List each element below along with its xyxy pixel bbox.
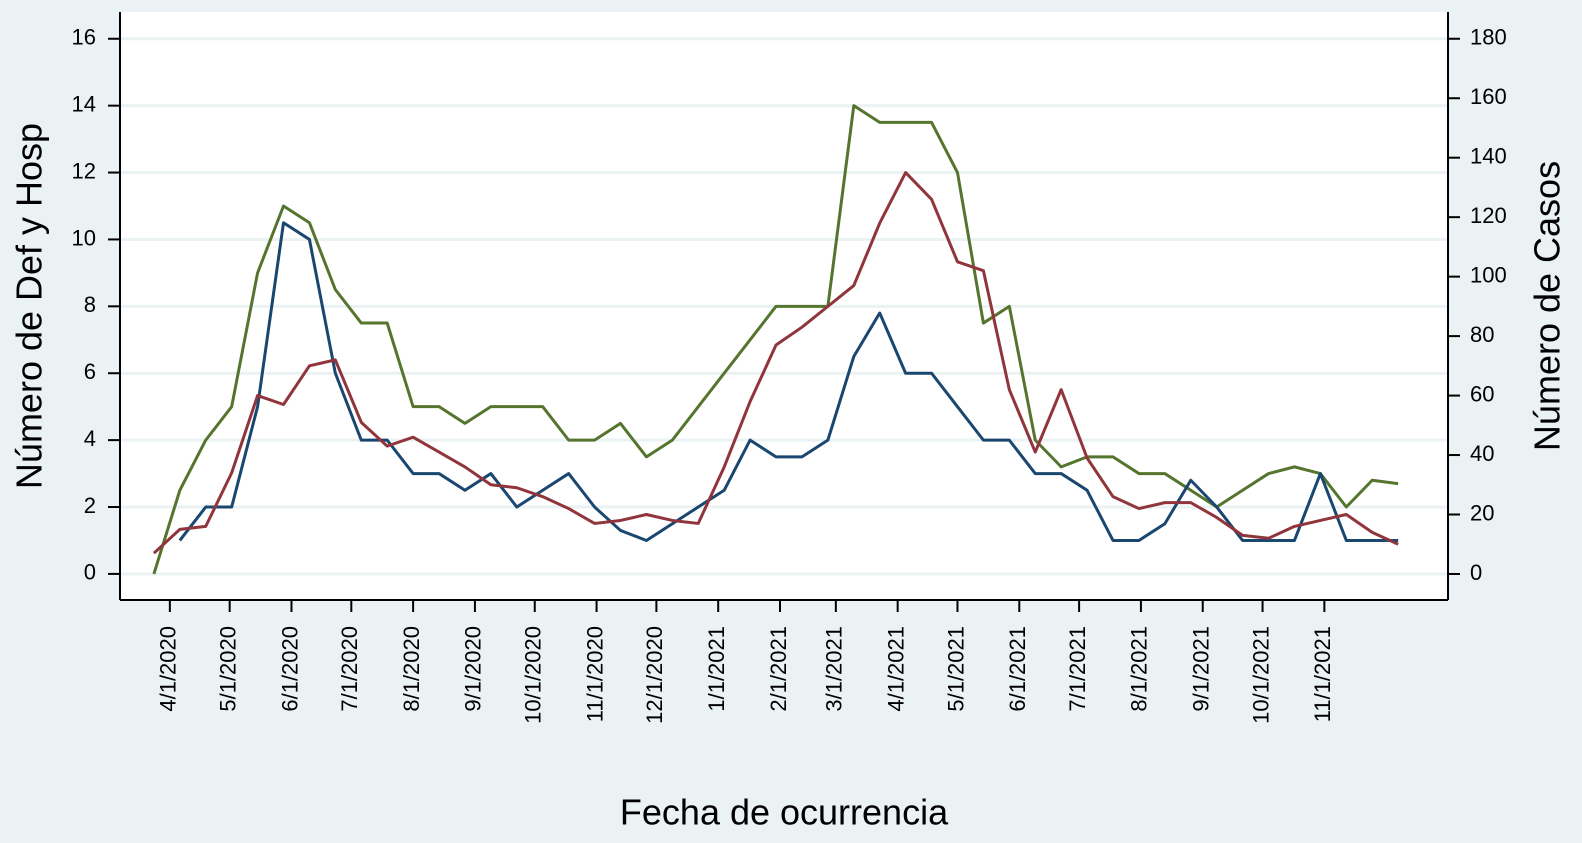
y-tick-label: 12 [72, 158, 96, 183]
y-tick-label: 0 [84, 560, 96, 585]
y-tick-label: 14 [72, 91, 96, 116]
x-axis-title: Fecha de ocurrencia [620, 792, 949, 833]
y-tick-label: 10 [72, 225, 96, 250]
x-tick-label: 11/1/2021 [1310, 626, 1335, 722]
x-tick-label: 10/1/2020 [521, 626, 546, 724]
y2-tick-label: 120 [1470, 203, 1507, 228]
x-tick-label: 7/1/2020 [337, 626, 362, 712]
y2-tick-label: 180 [1470, 25, 1507, 50]
series-line [152, 104, 1399, 575]
series-line [178, 221, 1399, 542]
y-tick-label: 16 [72, 25, 96, 50]
x-tick-label: 9/1/2020 [461, 626, 486, 712]
y2-tick-label: 40 [1470, 441, 1494, 466]
x-tick-label: 7/1/2021 [1065, 626, 1090, 712]
y2-tick-label: 0 [1470, 560, 1482, 585]
y2-tick-label: 140 [1470, 144, 1507, 169]
y-tick-label: 6 [84, 359, 96, 384]
x-tick-label: 12/1/2020 [642, 626, 667, 724]
series-line [152, 171, 1399, 555]
x-tick-label: 3/1/2021 [822, 626, 847, 712]
y2-tick-label: 100 [1470, 262, 1507, 287]
y2-tick-label: 20 [1470, 500, 1494, 525]
x-tick-label: 1/1/2021 [704, 626, 729, 712]
y-axis-title: Número de Def y Hosp [9, 123, 50, 489]
x-tick-label: 8/1/2021 [1127, 626, 1152, 712]
x-tick-label: 5/1/2020 [215, 626, 240, 712]
y2-tick-label: 80 [1470, 322, 1494, 347]
x-tick-label: 8/1/2020 [399, 626, 424, 712]
y2-tick-label: 160 [1470, 84, 1507, 109]
x-tick-label: 2/1/2021 [766, 626, 791, 712]
x-tick-label: 5/1/2021 [943, 626, 968, 712]
y2-axis-title: Número de Casos [1527, 161, 1568, 451]
x-tick-label: 4/1/2020 [156, 626, 181, 712]
x-tick-label: 6/1/2021 [1005, 626, 1030, 712]
y2-tick-label: 60 [1470, 381, 1494, 406]
x-tick-label: 10/1/2021 [1248, 626, 1273, 724]
x-tick-label: 6/1/2020 [277, 626, 302, 712]
x-tick-label: 9/1/2021 [1189, 626, 1214, 712]
y-tick-label: 4 [84, 426, 96, 451]
y-tick-label: 2 [84, 493, 96, 518]
y-tick-label: 8 [84, 292, 96, 317]
x-tick-label: 11/1/2020 [582, 626, 607, 722]
x-tick-label: 4/1/2021 [883, 626, 908, 712]
